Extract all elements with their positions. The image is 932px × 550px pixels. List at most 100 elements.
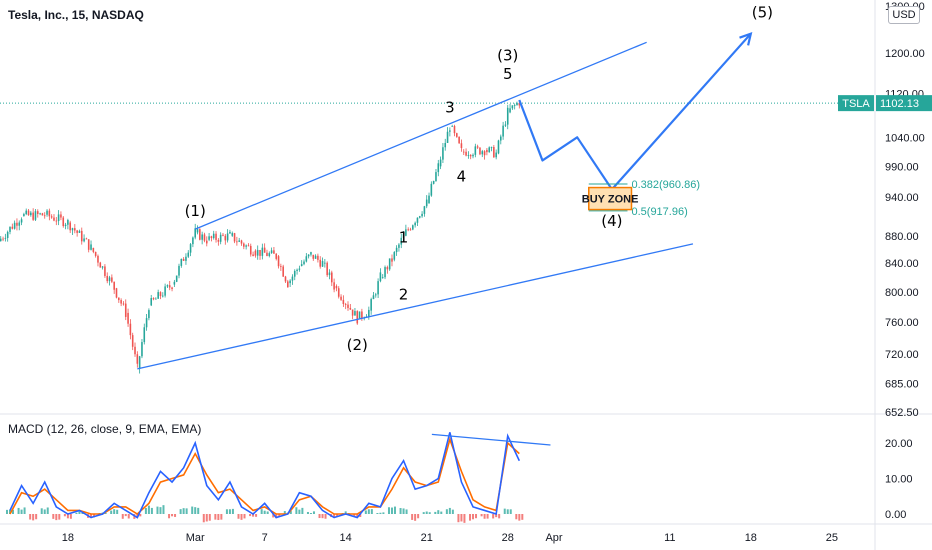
- macd-histogram-bar: [185, 508, 188, 514]
- candle-body: [340, 296, 342, 300]
- macd-histogram-bar: [376, 513, 379, 514]
- candle-body: [372, 295, 375, 300]
- projection-arrowhead: [739, 31, 753, 46]
- macd-histogram-bar: [147, 505, 150, 514]
- wave-label: 4: [457, 167, 467, 185]
- macd-histogram-bar: [301, 507, 304, 514]
- buy-zone[interactable]: BUY ZONE: [582, 186, 639, 211]
- fib-levels: 0.382(960.86) 0.5(917.96): [588, 179, 700, 218]
- candle-body: [11, 226, 14, 229]
- candle-body: [175, 275, 178, 282]
- candle-body: [333, 282, 335, 290]
- candle-body: [467, 155, 470, 156]
- candle-body: [16, 222, 18, 226]
- candle-body: [266, 252, 268, 257]
- candle-body: [256, 249, 259, 256]
- fib-level-label: 0.5(917.96): [631, 206, 687, 218]
- macd-histogram-bar: [387, 507, 390, 514]
- macd-histogram-bar: [12, 509, 14, 514]
- candle-body: [479, 147, 481, 155]
- wave-labels: (1) (2) (3)5 1 2 3 4 (4) (5): [185, 3, 773, 354]
- macd-histogram-bar: [405, 509, 408, 514]
- time-tick-label: 11: [664, 532, 675, 544]
- candle-body: [314, 255, 317, 259]
- candle-body: [442, 147, 444, 160]
- trendlines: [137, 41, 694, 370]
- wave-label: 5: [503, 65, 513, 83]
- candle-body: [293, 270, 296, 277]
- macd-histogram-bar: [179, 509, 182, 514]
- candle-body: [180, 258, 183, 266]
- macd-histogram-bar: [29, 514, 32, 520]
- wave-label: (2): [347, 336, 368, 354]
- candle-body: [136, 354, 139, 364]
- macd-histogram-bar: [255, 514, 258, 517]
- macd-histogram-bar: [90, 514, 93, 517]
- candle-body: [157, 292, 159, 299]
- macd-histogram-bar: [104, 512, 107, 514]
- wave-label: (3): [497, 46, 518, 64]
- candle-body: [270, 250, 273, 254]
- candle-body: [474, 146, 477, 155]
- candle-body: [36, 211, 39, 215]
- macd-histogram-bar: [333, 514, 336, 518]
- macd-histogram-bar: [382, 512, 385, 514]
- candle-body: [458, 136, 460, 144]
- candle-body: [85, 238, 88, 240]
- candle-body: [43, 215, 46, 217]
- price-tick-label: 652.50: [885, 407, 919, 419]
- macd-line: [9, 432, 521, 519]
- candle-body: [159, 292, 162, 297]
- candle-body: [92, 247, 95, 252]
- macd-histogram-bar: [399, 508, 402, 514]
- trendline: [137, 243, 694, 370]
- candle-body: [57, 214, 60, 222]
- candle-body: [437, 163, 440, 173]
- macd-histogram-bar: [521, 514, 524, 520]
- candle-body: [106, 275, 109, 282]
- macd-histogram-bar: [32, 514, 35, 521]
- candle-body: [347, 304, 349, 308]
- macd-histogram-bar: [425, 511, 428, 514]
- macd-histogram-bar: [344, 511, 347, 514]
- macd-histogram-bar: [124, 514, 127, 517]
- candle-body: [263, 247, 266, 253]
- candle-body: [435, 172, 437, 181]
- candle-body: [384, 267, 386, 278]
- candle-body: [20, 219, 23, 223]
- macd-histogram-bar: [275, 514, 278, 519]
- candle-body: [495, 152, 497, 158]
- time-tick-label: 21: [421, 532, 433, 544]
- candle-body: [381, 277, 384, 279]
- macd-histogram-bar: [483, 514, 486, 519]
- macd-histogram-bar: [139, 514, 142, 517]
- macd-histogram-bar: [93, 514, 96, 518]
- candle-body: [287, 281, 289, 288]
- candle-body: [509, 108, 511, 113]
- candle-body: [249, 245, 252, 255]
- candle-body: [9, 226, 11, 232]
- candle-body: [377, 281, 379, 295]
- macd-histogram-bar: [492, 514, 495, 519]
- macd-histogram-bar: [240, 514, 243, 520]
- macd-histogram-bar: [457, 514, 460, 523]
- macd-title[interactable]: MACD (12, 26, close, 9, EMA, EMA): [8, 422, 202, 436]
- macd-histogram-bar: [460, 514, 463, 522]
- macd-panel: [6, 432, 551, 523]
- candle-body: [104, 266, 106, 276]
- currency-button[interactable]: USD: [888, 6, 920, 24]
- macd-histogram-bar: [243, 514, 246, 519]
- macd-histogram-bar: [75, 512, 78, 514]
- time-tick-label: 18: [745, 532, 757, 544]
- candle-body: [233, 233, 236, 242]
- candle-body: [192, 237, 194, 245]
- wave-label: (1): [185, 202, 206, 220]
- wave-projection: [518, 31, 753, 191]
- symbol-title[interactable]: Tesla, Inc., 15, NASDAQ: [8, 8, 144, 22]
- time-tick-label: Mar: [186, 532, 205, 544]
- candle-body: [210, 236, 213, 239]
- candle-body: [76, 230, 78, 233]
- candle-body: [386, 267, 389, 270]
- candle-body: [358, 311, 361, 319]
- candle-body: [0, 238, 2, 242]
